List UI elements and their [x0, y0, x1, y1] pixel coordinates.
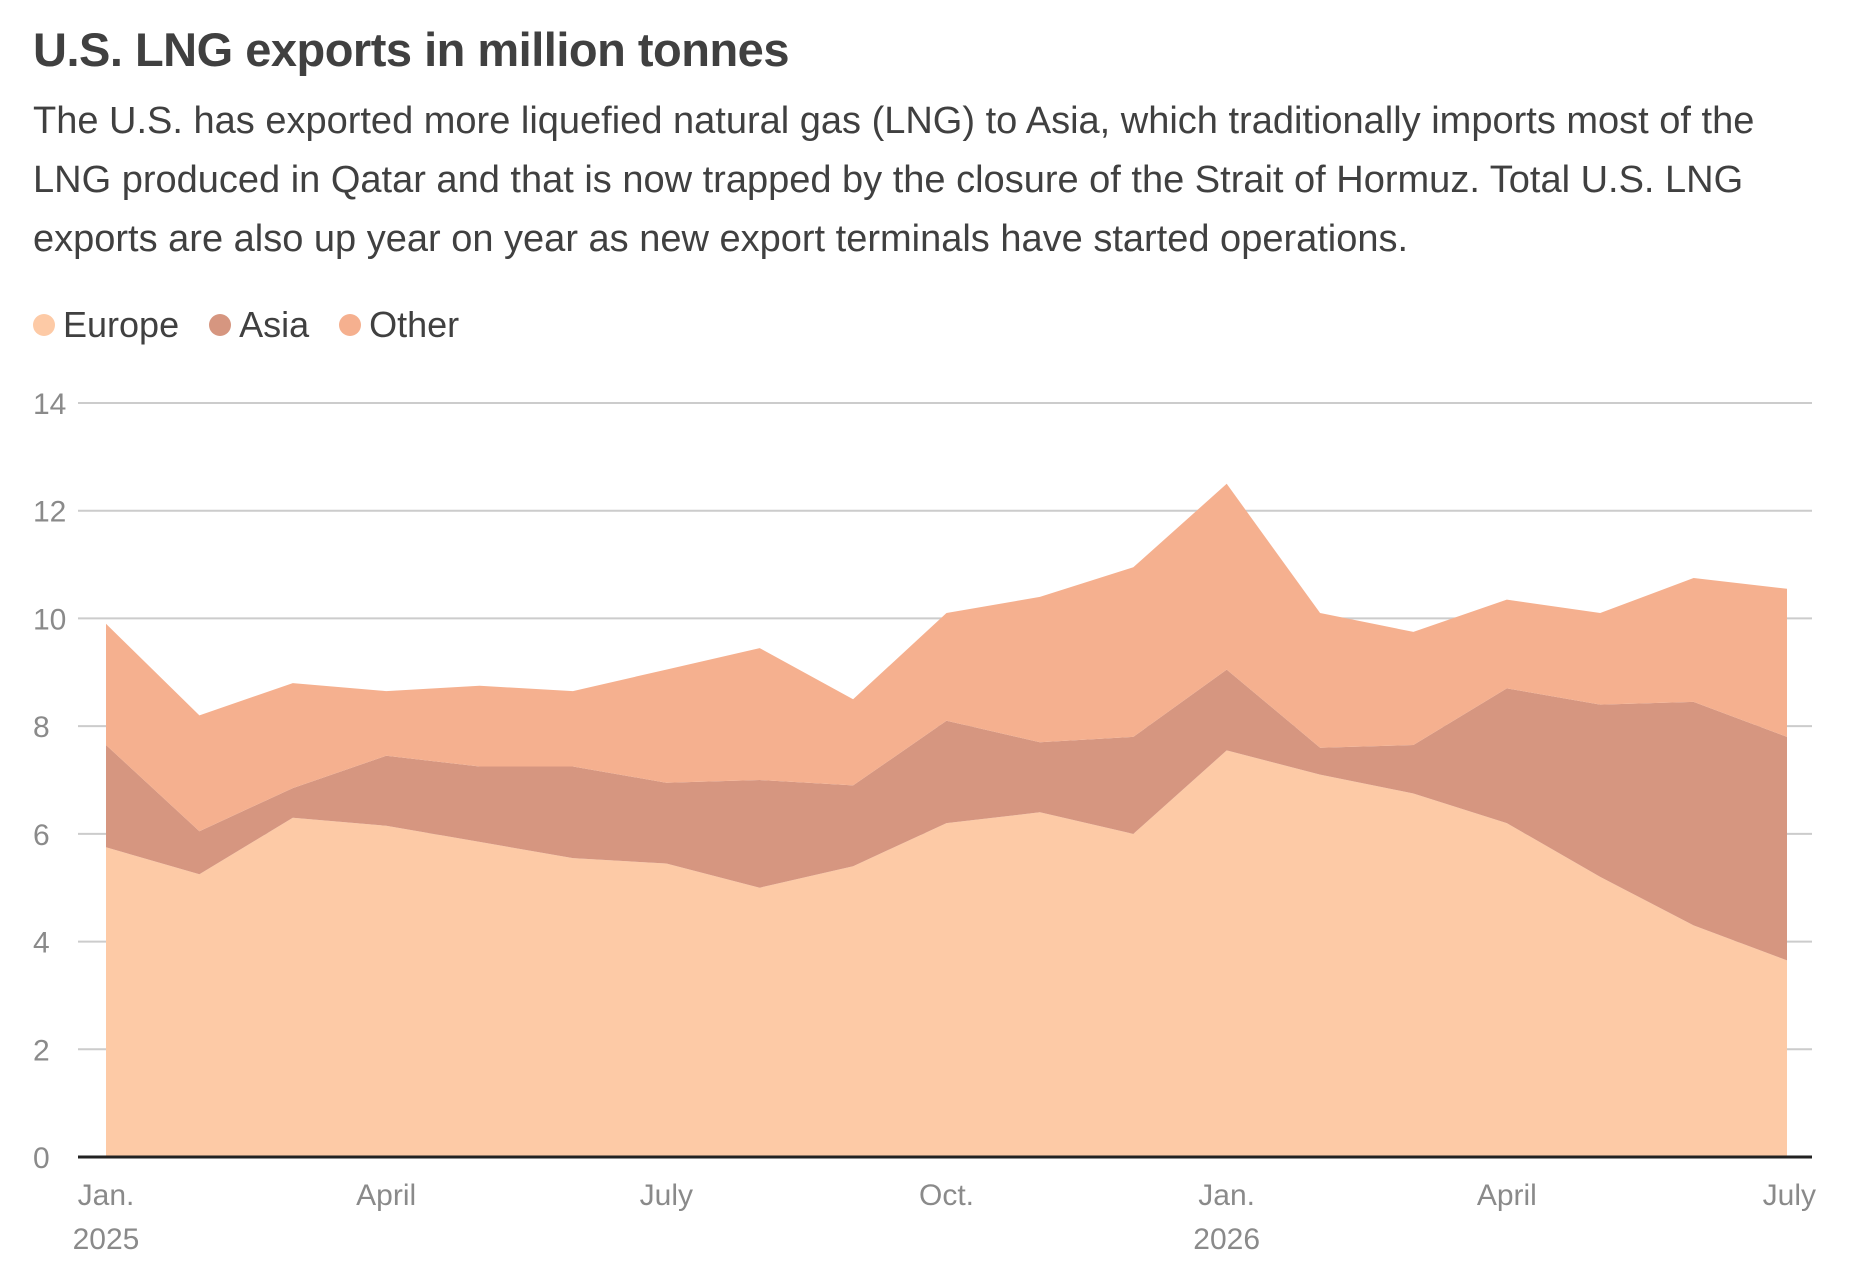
legend: Europe Asia Other	[33, 304, 489, 346]
legend-swatch-asia	[209, 314, 232, 336]
legend-label-other: Other	[369, 304, 460, 345]
legend-label-europe: Europe	[63, 304, 180, 345]
y-tick-label-4: 4	[33, 927, 50, 960]
chart-title: U.S. LNG exports in million tonnes	[33, 23, 789, 76]
x-tick-label-4: Jan.	[1198, 1179, 1255, 1212]
legend-item-other: Other	[339, 304, 459, 346]
x-tick-label-2: July	[640, 1179, 693, 1212]
x-tick-label-6: July	[1763, 1179, 1816, 1212]
x-tick-label-0: Jan.	[78, 1179, 135, 1212]
area-asia	[106, 669, 1787, 961]
y-tick-label-2: 2	[33, 1034, 50, 1067]
y-tick-label-12: 12	[33, 496, 66, 529]
area-europe	[106, 750, 1787, 1157]
x-tick-label-1: April	[356, 1179, 416, 1212]
legend-swatch-other	[339, 314, 362, 336]
legend-label-asia: Asia	[239, 304, 310, 345]
y-tick-label-6: 6	[33, 819, 50, 852]
y-tick-label-8: 8	[33, 711, 50, 744]
x-tick-year-0: 2025	[73, 1223, 140, 1256]
y-tick-label-14: 14	[33, 388, 66, 421]
chart-subtitle: The U.S. has exported more liquefied nat…	[33, 100, 1755, 260]
y-tick-label-10: 10	[33, 603, 66, 636]
x-tick-label-5: April	[1477, 1179, 1537, 1212]
legend-item-europe: Europe	[33, 304, 179, 346]
legend-swatch-europe	[33, 314, 55, 336]
area-other	[106, 483, 1787, 832]
y-tick-label-0: 0	[33, 1142, 50, 1175]
legend-item-asia: Asia	[209, 304, 309, 346]
x-tick-year-4: 2026	[1193, 1223, 1260, 1256]
x-tick-label-3: Oct.	[919, 1179, 974, 1212]
